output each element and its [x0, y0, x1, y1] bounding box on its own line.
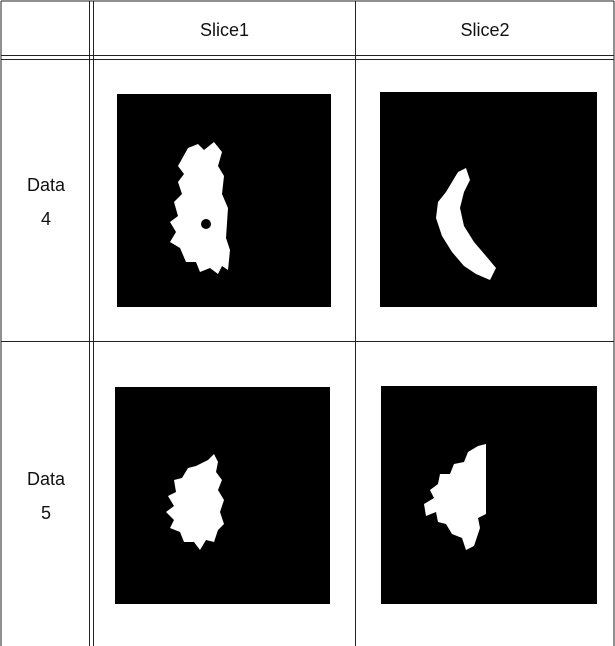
image-r1c2 — [380, 92, 597, 307]
column-header: Slice1 — [94, 18, 355, 42]
image-r2c2 — [381, 386, 597, 604]
image-r2c1 — [115, 387, 330, 604]
image-r1c1 — [117, 94, 331, 307]
column-header: Slice2 — [356, 18, 614, 42]
row-label: Data 4 — [21, 168, 71, 236]
row-label: Data 5 — [21, 462, 71, 530]
table-figure — [0, 0, 615, 646]
page: Slice1 Slice2 Data 4 Data 5 (() => { con… — [0, 0, 615, 646]
